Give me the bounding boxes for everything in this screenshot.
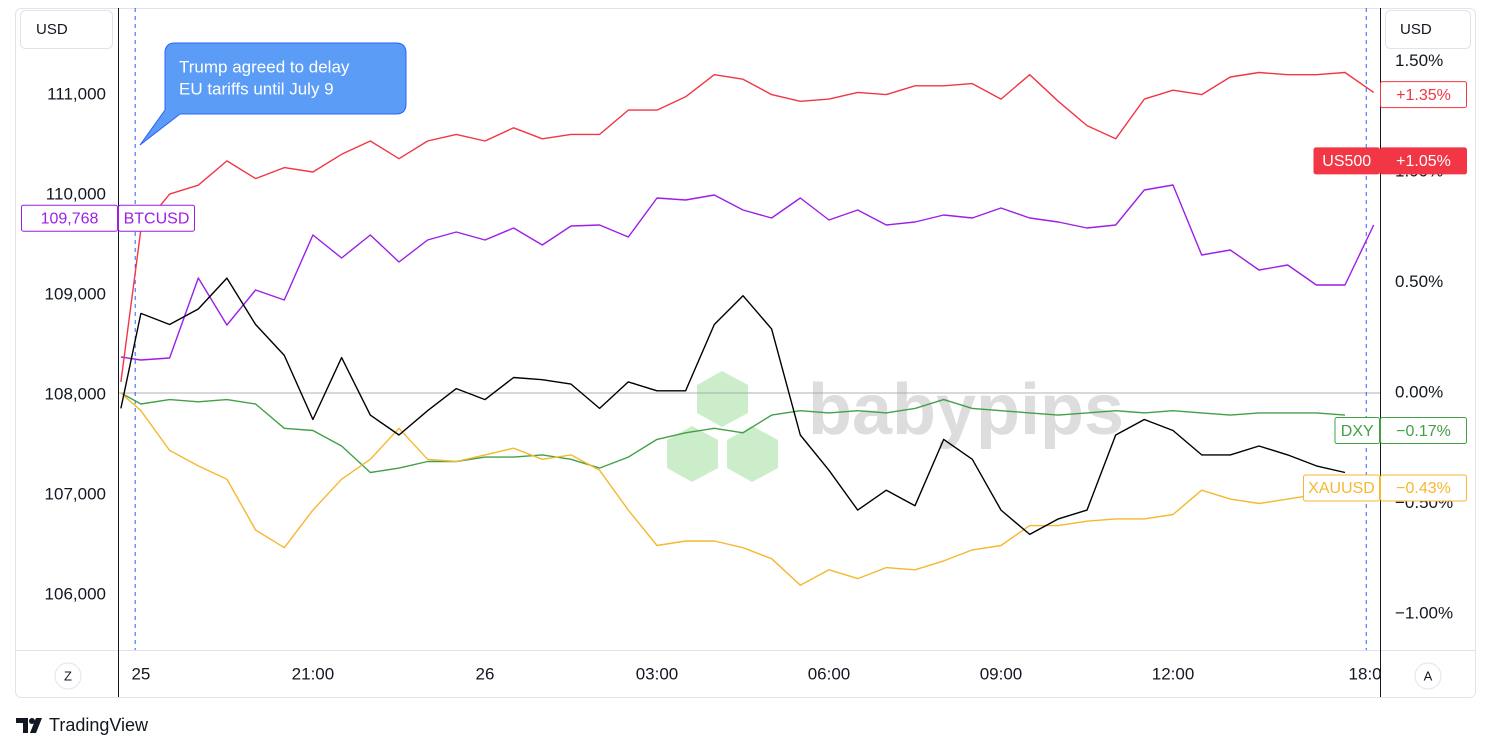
callout-text: Trump agreed to delay	[179, 57, 350, 76]
series-line	[120, 392, 1346, 474]
y-tick-label: 108,000	[45, 384, 106, 403]
y-unit-label: USD	[36, 21, 68, 38]
series-line	[120, 71, 1375, 382]
button[interactable]: A	[1414, 662, 1442, 690]
chart-frame	[15, 8, 1476, 698]
series-name: BTCUSD	[124, 210, 190, 227]
series-line	[120, 277, 1346, 536]
series-line	[120, 392, 1346, 586]
y-tick-label: 109,000	[45, 284, 106, 303]
right-unit: USD	[1385, 10, 1471, 49]
y-tick-label: 106,000	[45, 584, 106, 603]
price-label-box	[1380, 147, 1467, 175]
series-name: US500	[1322, 153, 1371, 170]
left-unit: USD	[20, 10, 113, 49]
y2-unit-label: USD	[1400, 21, 1432, 38]
series-name-box	[1313, 147, 1380, 175]
price-label-value: −0.17%	[1396, 423, 1451, 440]
y-tick-label: 111,000	[47, 84, 106, 103]
y-tick-label: 107,000	[45, 484, 106, 503]
button-label[interactable]: A	[1424, 668, 1433, 683]
plot	[118, 8, 1380, 650]
price-label-box	[1380, 81, 1467, 109]
x-tick-label: 12:00	[1152, 664, 1195, 683]
x-tick-label: 26	[475, 664, 494, 683]
series-name-box	[118, 204, 195, 232]
callout: Trump agreed to delay EU tariffs until J…	[139, 42, 407, 146]
price-label-box	[1380, 474, 1467, 502]
x-tick-label: 21:00	[292, 664, 335, 683]
brand-name: TradingView	[49, 715, 149, 735]
y-tick-label: 110,000	[46, 184, 106, 203]
series-name-box	[1334, 417, 1380, 445]
y2-tick-label: 0.50%	[1395, 272, 1443, 291]
series-name: XAUUSD	[1308, 480, 1375, 497]
series-name-box	[1303, 474, 1380, 502]
x-tick-label: 09:00	[980, 664, 1023, 683]
button-label[interactable]: Z	[64, 668, 72, 683]
callout-text: EU tariffs until July 9	[179, 79, 334, 98]
price-label-box	[21, 204, 118, 232]
y2-tick-label: 1.50%	[1395, 51, 1443, 70]
x-tick-label: 18:0	[1349, 664, 1382, 683]
button[interactable]: Z	[54, 662, 82, 690]
price-label-box	[1380, 417, 1467, 445]
series-name: DXY	[1341, 423, 1374, 440]
price-label-value: +1.05%	[1396, 153, 1451, 170]
price-label-value: 109,768	[41, 210, 99, 227]
x-tick-label: 03:00	[636, 664, 679, 683]
y2-tick-label: −1.00%	[1395, 603, 1453, 622]
price-label-value: +1.35%	[1396, 87, 1451, 104]
y2-tick-label: 0.00%	[1395, 382, 1443, 401]
x-tick-label: 06:00	[808, 664, 851, 683]
series-line	[120, 184, 1375, 361]
branding: TradingView	[16, 715, 149, 735]
watermark: babypips	[667, 370, 1124, 482]
watermark-text: babypips	[808, 370, 1124, 450]
x-tick-label: 25	[131, 664, 150, 683]
price-label-value: −0.43%	[1396, 480, 1451, 497]
